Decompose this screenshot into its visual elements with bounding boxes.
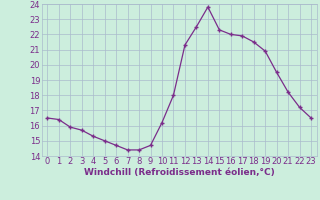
X-axis label: Windchill (Refroidissement éolien,°C): Windchill (Refroidissement éolien,°C) xyxy=(84,168,275,177)
